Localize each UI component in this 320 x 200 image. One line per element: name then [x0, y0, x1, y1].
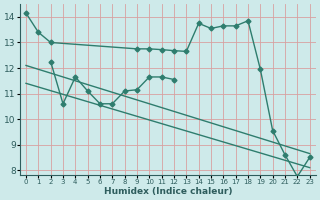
X-axis label: Humidex (Indice chaleur): Humidex (Indice chaleur): [104, 187, 232, 196]
